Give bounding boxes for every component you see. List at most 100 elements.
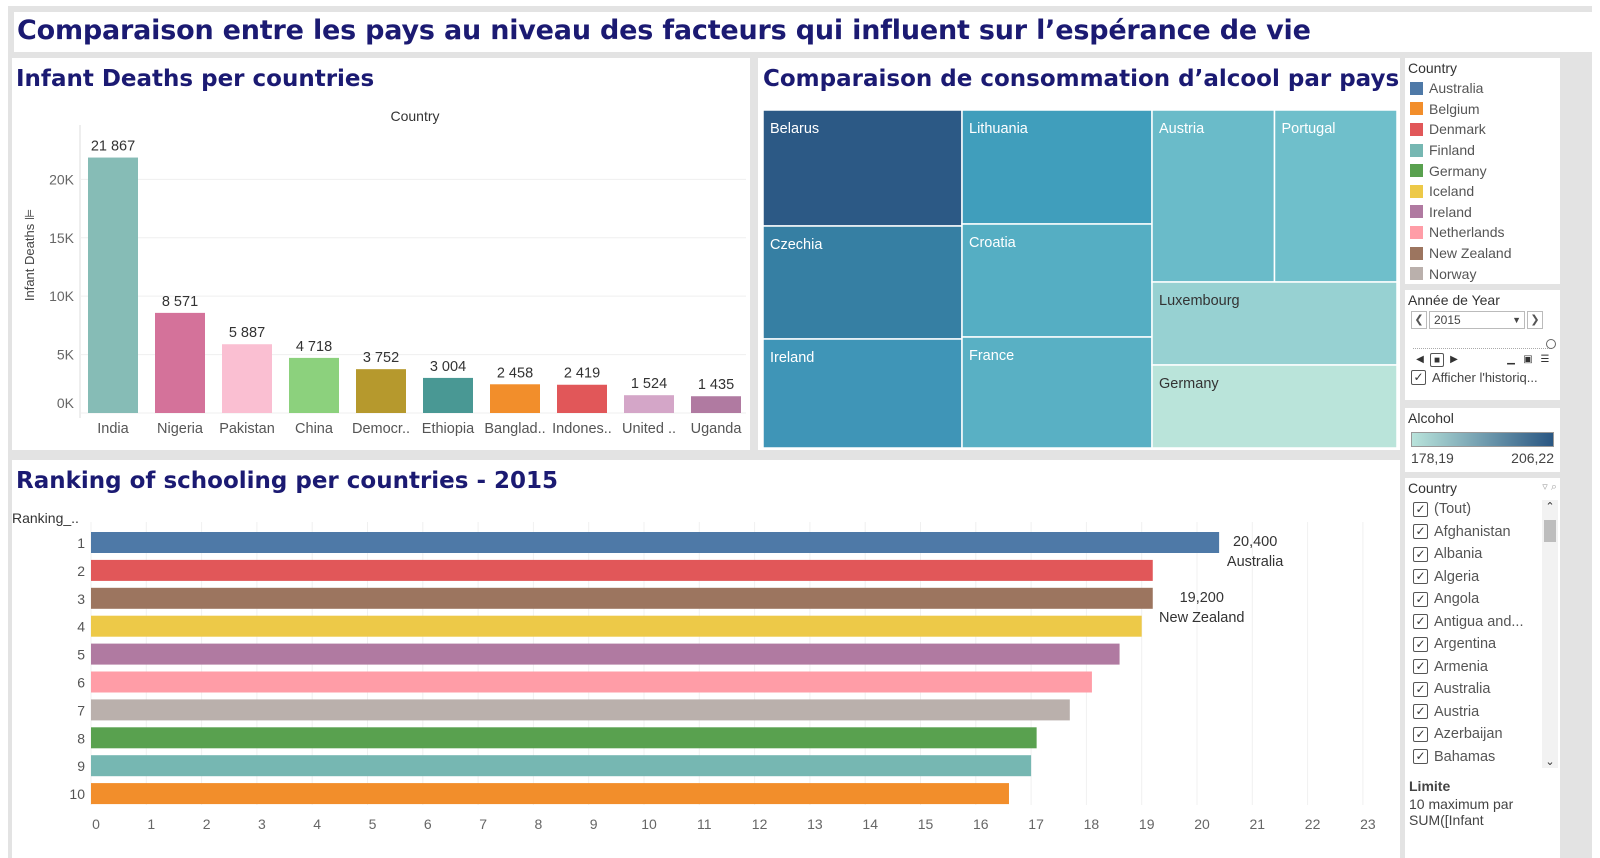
legend-item[interactable]: Norway [1405, 263, 1560, 284]
treemap-label: Czechia [770, 237, 823, 253]
speed-fast-icon[interactable]: ☰ [1540, 354, 1550, 365]
bar [91, 615, 1142, 637]
checkbox-icon[interactable]: ✓ [1413, 501, 1428, 517]
checkbox-icon[interactable]: ✓ [1413, 569, 1428, 585]
year-filter-title: Année de Year [1408, 292, 1500, 308]
bar [356, 369, 406, 413]
scroll-up-icon[interactable]: ⌃ [1545, 501, 1555, 513]
filter-item[interactable]: ✓ Afghanistan [1405, 521, 1560, 544]
y-tick-label: 5K [57, 347, 75, 363]
rank-label: 6 [77, 675, 85, 691]
treemap-tile [1273, 109, 1398, 283]
filter-item-label: Armenia [1434, 658, 1488, 675]
data-label: 21 867 [91, 139, 135, 155]
treemap-label: Lithuania [969, 121, 1029, 137]
filter-item[interactable]: ✓ Albania [1405, 543, 1560, 566]
x-tick-label: 16 [973, 816, 989, 832]
stop-icon[interactable]: ■ [1430, 353, 1444, 367]
checkbox-icon[interactable]: ✓ [1413, 524, 1428, 540]
rank-label: 8 [77, 730, 85, 746]
legend-item[interactable]: Ireland [1405, 202, 1560, 223]
legend-label: Netherlands [1429, 224, 1505, 241]
checkbox-icon[interactable]: ✓ [1411, 370, 1426, 385]
filter-scrollbar[interactable]: ⌃ ⌄ [1542, 500, 1558, 768]
treemap-tile [961, 336, 1153, 449]
legend-swatch [1410, 81, 1423, 95]
filter-item[interactable]: ✓ Armenia [1405, 656, 1560, 679]
filter-item[interactable]: ✓ Austria [1405, 701, 1560, 724]
legend-item[interactable]: Germany [1405, 160, 1560, 181]
speed-slow-icon[interactable]: ▁ [1507, 354, 1515, 365]
year-slider-handle[interactable] [1546, 339, 1556, 349]
row-header: Ranking_.. [12, 510, 79, 526]
checkbox-icon[interactable]: ✓ [1413, 591, 1428, 607]
bar [88, 157, 138, 413]
legend-item[interactable]: Belgium [1405, 99, 1560, 120]
x-tick-label: United .. [622, 421, 676, 437]
annotation-value: 20,400 [1233, 534, 1277, 550]
legend-item[interactable]: Denmark [1405, 119, 1560, 140]
filter-item[interactable]: ✓ Angola [1405, 588, 1560, 611]
checkbox-icon[interactable]: ✓ [1413, 726, 1428, 742]
data-label: 5 887 [229, 325, 265, 341]
checkbox-icon[interactable]: ✓ [1413, 546, 1428, 562]
checkbox-icon[interactable]: ✓ [1413, 614, 1428, 630]
rank-label: 5 [77, 647, 85, 663]
year-slider[interactable] [1413, 335, 1556, 349]
x-tick-label: 9 [590, 816, 598, 832]
legend-item[interactable]: Finland [1405, 140, 1560, 161]
year-select[interactable]: 2015 ▼ [1429, 311, 1525, 329]
legend-label: Australia [1429, 80, 1484, 97]
checkbox-icon[interactable]: ✓ [1413, 659, 1428, 675]
checkbox-icon[interactable]: ✓ [1413, 636, 1428, 652]
y-tick-label: 15K [49, 230, 75, 246]
rank-label: 10 [69, 786, 85, 802]
checkbox-icon[interactable]: ✓ [1413, 704, 1428, 720]
y-axis-label: Infant Deaths ⊫ [22, 209, 37, 301]
filter-item[interactable]: ✓ Antigua and... [1405, 611, 1560, 634]
filter-search-icon[interactable]: ▿ ⌕ [1542, 481, 1557, 493]
bar [91, 532, 1220, 553]
data-label: 2 419 [564, 366, 600, 382]
filter-item[interactable]: ✓ Algeria [1405, 566, 1560, 589]
step-back-icon[interactable]: ◀ [1416, 354, 1424, 365]
legend-item[interactable]: Netherlands [1405, 222, 1560, 243]
legend-item[interactable]: Iceland [1405, 181, 1560, 202]
filter-item[interactable]: ✓ Australia [1405, 678, 1560, 701]
filter-item[interactable]: ✓ (Tout) [1405, 498, 1560, 521]
rank-label: 4 [77, 619, 85, 635]
checkbox-icon[interactable]: ✓ [1413, 681, 1428, 697]
x-tick-label: 2 [203, 816, 211, 832]
year-prev-button[interactable]: ❮ [1411, 311, 1427, 329]
legend-label: New Zealand [1429, 245, 1512, 262]
x-tick-label: 15 [918, 816, 934, 832]
chevron-down-icon: ▼ [1512, 315, 1521, 325]
filter-item[interactable]: ✓ Argentina [1405, 633, 1560, 656]
right-sidebar: Country Australia Belgium Denmark Finland Ge… [1405, 58, 1560, 858]
country-filter-list: ✓ (Tout) ✓ Afghanistan ✓ Albania ✓ Algeria ✓ Ango… [1405, 498, 1560, 768]
alcohol-gradient-bar [1411, 432, 1554, 447]
dashboard-title-panel: Comparaison entre les pays au niveau des… [14, 12, 1592, 52]
filter-item[interactable]: ✓ Bahamas [1405, 746, 1560, 769]
alcohol-legend-min: 178,19 [1411, 450, 1454, 466]
rank-label: 1 [77, 535, 85, 551]
filter-item-label: (Tout) [1434, 501, 1472, 518]
speed-medium-icon[interactable]: ▣ [1523, 354, 1533, 365]
year-next-button[interactable]: ❯ [1527, 311, 1543, 329]
x-tick-label: 4 [313, 816, 321, 832]
legend-swatch [1410, 102, 1423, 116]
legend-item[interactable]: New Zealand [1405, 243, 1560, 264]
treemap-tile [762, 338, 963, 449]
scroll-thumb[interactable] [1544, 520, 1556, 542]
play-icon[interactable]: ▶ [1450, 354, 1458, 365]
scroll-down-icon[interactable]: ⌄ [1545, 756, 1555, 768]
treemap-tile [1151, 281, 1398, 366]
legend-item[interactable]: Australia [1405, 78, 1560, 99]
treemap-tile [1151, 109, 1276, 283]
filter-item[interactable]: ✓ Azerbaijan [1405, 723, 1560, 746]
x-tick-label: Ethiopia [422, 421, 475, 437]
alcohol-legend-title: Alcohol [1408, 410, 1454, 426]
y-tick-label: 20K [49, 171, 75, 187]
legend-swatch [1410, 122, 1423, 136]
checkbox-icon[interactable]: ✓ [1413, 749, 1428, 765]
